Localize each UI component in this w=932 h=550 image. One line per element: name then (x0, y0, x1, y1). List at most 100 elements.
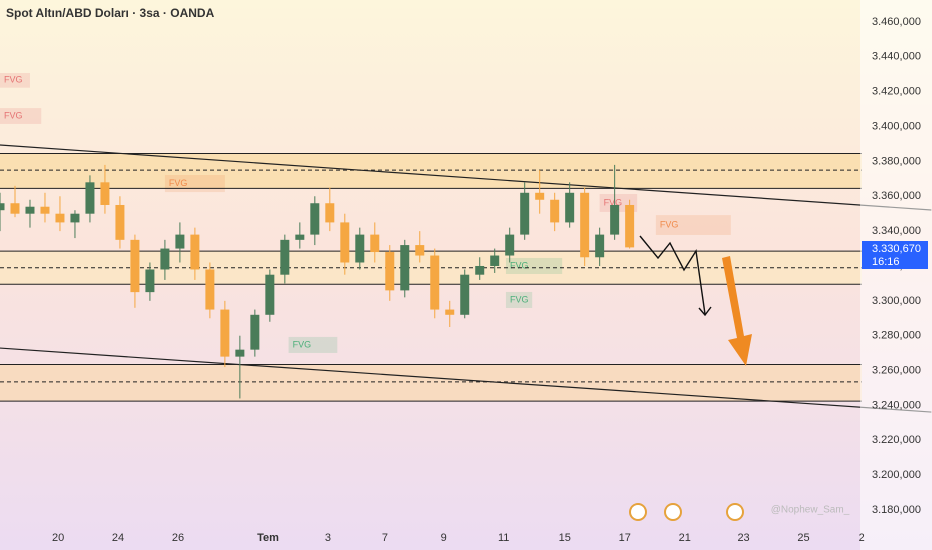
candle-body (250, 314, 260, 350)
last-price: 3.330,670 (872, 243, 921, 255)
fvg-zone (505, 257, 563, 275)
candle-body (550, 199, 560, 223)
x-tick-label: 24 (112, 532, 124, 544)
candle-body (40, 206, 50, 214)
x-tick-label: 11 (498, 532, 509, 544)
y-tick-label: 3.240,000 (872, 399, 921, 411)
candle-body (430, 255, 440, 310)
x-tick-label: 15 (559, 532, 571, 544)
candle-body (55, 213, 65, 223)
candle-body (220, 309, 230, 357)
candle-body (10, 203, 20, 214)
candle-body (520, 192, 530, 235)
event-icons (629, 503, 744, 521)
price-axis-bg (860, 0, 932, 550)
watermark: @Nophew_Sam_ (771, 505, 850, 516)
trend-line (0, 347, 932, 413)
candle-body (460, 274, 470, 315)
event-icon[interactable] (629, 503, 647, 521)
candle-body (505, 234, 515, 256)
x-tick-label: 7 (382, 532, 388, 544)
forecast-arrow (722, 256, 752, 366)
candle-body (100, 182, 110, 205)
fvg-zone (655, 215, 731, 235)
candle-body (235, 349, 245, 357)
zone (0, 153, 862, 189)
candle-body (25, 206, 35, 214)
candle-body (280, 239, 290, 275)
candle-body (145, 269, 155, 293)
x-tick-label: Tem (257, 532, 279, 544)
y-tick-label: 3.260,000 (872, 364, 921, 376)
fvg-zone (0, 73, 30, 88)
y-tick-label: 3.220,000 (872, 434, 921, 446)
x-tick-label: 21 (679, 532, 691, 544)
zone (0, 364, 862, 402)
candle-body (415, 245, 425, 256)
event-icon[interactable] (726, 503, 744, 521)
candle-body (160, 248, 170, 270)
x-tick-label: 23 (737, 532, 749, 544)
projection-arrowhead (698, 306, 712, 317)
candle-body (295, 234, 305, 240)
fvg-zone (288, 336, 338, 353)
fvg-label: FVG (4, 110, 23, 120)
fvg-label: FVG (604, 197, 623, 207)
candle-body (385, 252, 395, 291)
candle-body (490, 255, 500, 266)
fvg-zone (0, 108, 42, 124)
candle-body (565, 192, 575, 223)
x-tick-label: 9 (441, 532, 447, 544)
fvg-zone (505, 291, 533, 308)
y-tick-label: 3.440,000 (872, 51, 921, 63)
candle-body (115, 204, 125, 240)
fvg-label: FVG (4, 75, 23, 85)
candle-body (310, 203, 320, 235)
chart-title: Spot Altın/ABD Doları · 3sa · OANDA (6, 6, 215, 20)
candle-body (475, 265, 485, 275)
x-tick-label: 20 (52, 532, 64, 544)
y-tick-label: 3.380,000 (872, 155, 921, 167)
fvg-label: FVG (660, 219, 679, 229)
candle-body (130, 239, 140, 293)
x-tick-label: 3 (325, 532, 331, 544)
x-tick-label: 25 (797, 532, 809, 544)
candle-body (340, 222, 350, 263)
x-tick-label: 17 (619, 532, 631, 544)
candle-body (535, 192, 545, 200)
candle-body (595, 234, 605, 258)
candle-body (0, 203, 5, 211)
y-tick-label: 3.280,000 (872, 330, 921, 342)
y-tick-label: 3.200,000 (872, 469, 921, 481)
candle-body (370, 234, 380, 253)
candle-body (325, 203, 335, 223)
event-icon[interactable] (664, 503, 682, 521)
projection-path (639, 235, 706, 315)
y-tick-label: 3.460,000 (872, 16, 921, 28)
candle-body (175, 234, 185, 249)
y-tick-label: 3.180,000 (872, 504, 921, 516)
candle-body (205, 269, 215, 310)
y-tick-label: 3.420,000 (872, 86, 921, 98)
candle-body (265, 274, 275, 315)
candle-body (400, 245, 410, 291)
fvg-label: FVG (169, 178, 188, 188)
candle-body (610, 204, 620, 235)
y-tick-label: 3.400,000 (872, 120, 921, 132)
candle-body (625, 204, 635, 248)
fvg-label: FVG (293, 339, 312, 349)
fvg-label: FVG (510, 260, 529, 270)
y-tick-label: 3.360,000 (872, 190, 921, 202)
y-tick-label: 3.300,000 (872, 295, 921, 307)
candle-body (70, 213, 80, 223)
candle-body (580, 192, 590, 258)
trend-line (0, 144, 932, 211)
candle-body (355, 234, 365, 263)
countdown: 16:16 (872, 256, 900, 268)
last-price-box (862, 241, 928, 269)
x-tick-label: 2 (859, 532, 865, 544)
y-tick-label: 3.340,000 (872, 225, 921, 237)
x-tick-label: 26 (172, 532, 184, 544)
fvg-label: FVG (510, 294, 529, 304)
